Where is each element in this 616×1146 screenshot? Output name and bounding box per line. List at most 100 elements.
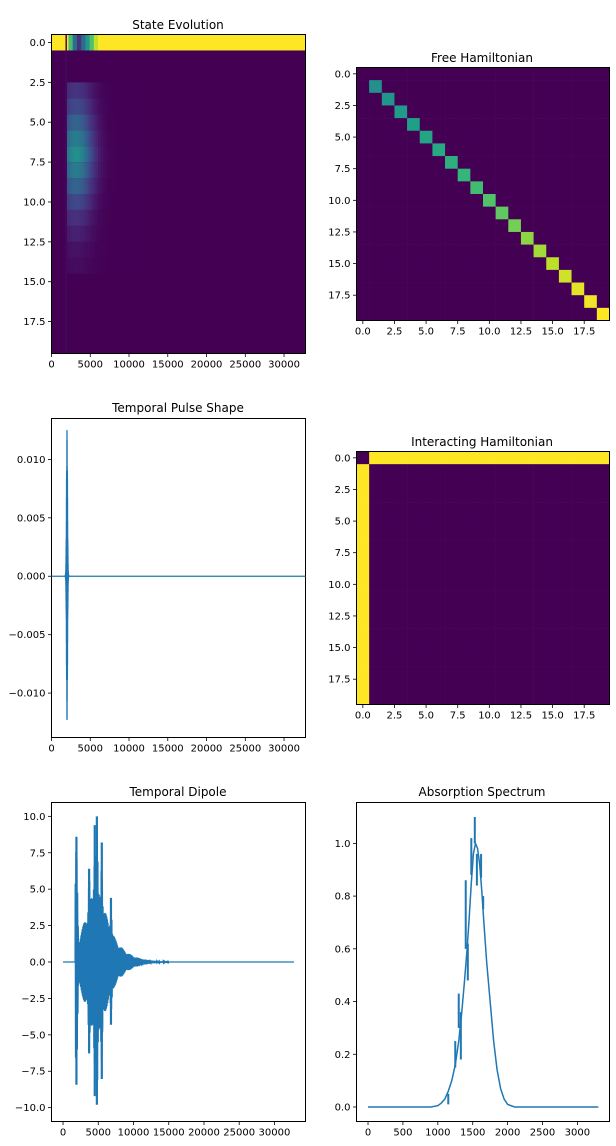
- free-hamiltonian-cell: [558, 67, 572, 81]
- free-hamiltonian-cell: [470, 130, 484, 144]
- interacting-hamiltonian-cell: [571, 476, 585, 490]
- state-excited-cell: [136, 114, 140, 131]
- free-hamiltonian-cell: [407, 92, 421, 106]
- state-excited-cell: [79, 194, 84, 210]
- state-excited-cell: [134, 82, 138, 99]
- interacting-hamiltonian-cell: [356, 464, 370, 478]
- free-hamiltonian-cell: [381, 118, 395, 132]
- interacting-hamiltonian-cell: [356, 489, 370, 503]
- state-excited-cell: [118, 225, 122, 242]
- state-excited-cell: [74, 241, 78, 258]
- temporal-pulse-shape-y-tick-label: 0.010: [17, 455, 46, 466]
- state-excited-cell: [131, 225, 135, 242]
- free-hamiltonian-cell: [533, 231, 547, 245]
- interacting-hamiltonian-cell: [432, 451, 446, 465]
- free-hamiltonian-cell: [356, 244, 370, 258]
- state-excited-cell: [79, 98, 84, 115]
- state-excited-cell: [72, 146, 76, 163]
- state-excited-cell: [100, 162, 104, 179]
- free-hamiltonian-cell: [394, 181, 408, 195]
- temporal-dipole-y-tick-label: 7.5: [30, 848, 46, 859]
- state-evolution-title: State Evolution: [132, 18, 224, 32]
- interacting-hamiltonian-cell: [546, 603, 560, 617]
- state-excited-cell: [90, 178, 94, 194]
- free-hamiltonian-cell: [419, 92, 433, 106]
- free-hamiltonian-cell: [584, 156, 598, 169]
- state-excited-cell: [134, 209, 138, 226]
- free-hamiltonian-cell: [381, 92, 395, 106]
- state-excited-cell: [82, 194, 86, 210]
- state-excited-cell: [77, 257, 81, 274]
- state-excited-cell: [113, 130, 117, 147]
- free-hamiltonian-cell: [533, 295, 547, 309]
- interacting-hamiltonian-cell: [558, 514, 572, 528]
- free-hamiltonian-cell: [520, 206, 534, 220]
- free-hamiltonian-cell: [508, 92, 522, 106]
- state-evolution-x-tick-label: 15000: [152, 360, 184, 371]
- free-hamiltonian-cell: [584, 219, 598, 233]
- interacting-hamiltonian-cell: [432, 552, 446, 566]
- state-row0-cell: [123, 34, 129, 51]
- interacting-hamiltonian-cell: [356, 679, 370, 693]
- state-excited-cell: [123, 82, 127, 99]
- state-row0-cell: [297, 34, 302, 51]
- interacting-hamiltonian-cell: [407, 641, 421, 655]
- free-hamiltonian-y-tick-label: 10.0: [328, 196, 350, 207]
- free-hamiltonian-cell: [520, 244, 534, 258]
- free-hamiltonian-cell: [457, 307, 471, 321]
- state-excited-cell: [118, 178, 122, 194]
- free-hamiltonian-cell: [596, 118, 610, 132]
- interacting-hamiltonian-cell: [419, 565, 433, 579]
- interacting-hamiltonian-cell: [584, 514, 598, 528]
- free-hamiltonian-cell: [520, 168, 534, 182]
- free-hamiltonian-cell: [457, 282, 471, 296]
- state-evolution-x-tick-label: 5000: [78, 360, 103, 371]
- interacting-hamiltonian-cell: [457, 565, 471, 579]
- free-hamiltonian-cell: [356, 269, 370, 283]
- interacting-hamiltonian-cell: [445, 691, 458, 705]
- state-excited-cell: [87, 225, 91, 242]
- dipole-series-line: [63, 828, 294, 1099]
- interacting-hamiltonian-cell: [381, 603, 395, 617]
- interacting-hamiltonian-cell: [508, 653, 522, 667]
- interacting-hamiltonian-cell: [457, 666, 471, 680]
- free-hamiltonian-cell: [508, 168, 522, 182]
- free-hamiltonian-cell: [394, 168, 408, 182]
- temporal-pulse-shape-line: [51, 430, 306, 720]
- free-hamiltonian-cell: [533, 80, 547, 94]
- interacting-hamiltonian-cell: [394, 679, 408, 693]
- free-hamiltonian-cell: [445, 257, 458, 271]
- interacting-hamiltonian-x-tick-label: 2.5: [386, 711, 402, 722]
- interacting-hamiltonian-cell: [571, 628, 585, 642]
- state-excited-cell: [69, 162, 73, 179]
- free-hamiltonian-cell: [470, 206, 484, 220]
- interacting-hamiltonian-cell: [407, 578, 421, 591]
- free-hamiltonian-cell: [457, 181, 471, 195]
- state-excited-cell: [129, 241, 133, 258]
- interacting-hamiltonian-cell: [470, 451, 484, 465]
- free-hamiltonian-x-tick-label: 15.0: [541, 327, 563, 338]
- interacting-hamiltonian-cell: [558, 476, 572, 490]
- interacting-hamiltonian-cell: [445, 666, 458, 680]
- free-hamiltonian-cell: [571, 67, 585, 81]
- interacting-hamiltonian-cell: [596, 578, 610, 591]
- free-hamiltonian-cell: [432, 168, 446, 182]
- state-excited-cell: [121, 257, 125, 274]
- state-excited-cell: [113, 146, 117, 163]
- interacting-hamiltonian-cell: [457, 489, 471, 503]
- free-hamiltonian-cell: [596, 219, 610, 233]
- state-excited-cell: [139, 225, 143, 242]
- state-excited-cell: [77, 98, 81, 115]
- interacting-hamiltonian-cell: [596, 590, 610, 604]
- free-hamiltonian-cell: [571, 80, 585, 94]
- interacting-hamiltonian-cell: [596, 540, 610, 553]
- free-hamiltonian-cell: [356, 282, 370, 296]
- temporal-dipole-line: [63, 816, 294, 1105]
- state-excited-cell: [108, 225, 112, 242]
- state-row0-cell: [195, 34, 201, 51]
- state-excited-cell: [136, 98, 140, 115]
- state-excited-cell: [136, 257, 140, 274]
- interacting-hamiltonian-cell: [457, 615, 471, 629]
- free-hamiltonian-cell: [546, 168, 560, 182]
- free-hamiltonian-cell: [470, 219, 484, 233]
